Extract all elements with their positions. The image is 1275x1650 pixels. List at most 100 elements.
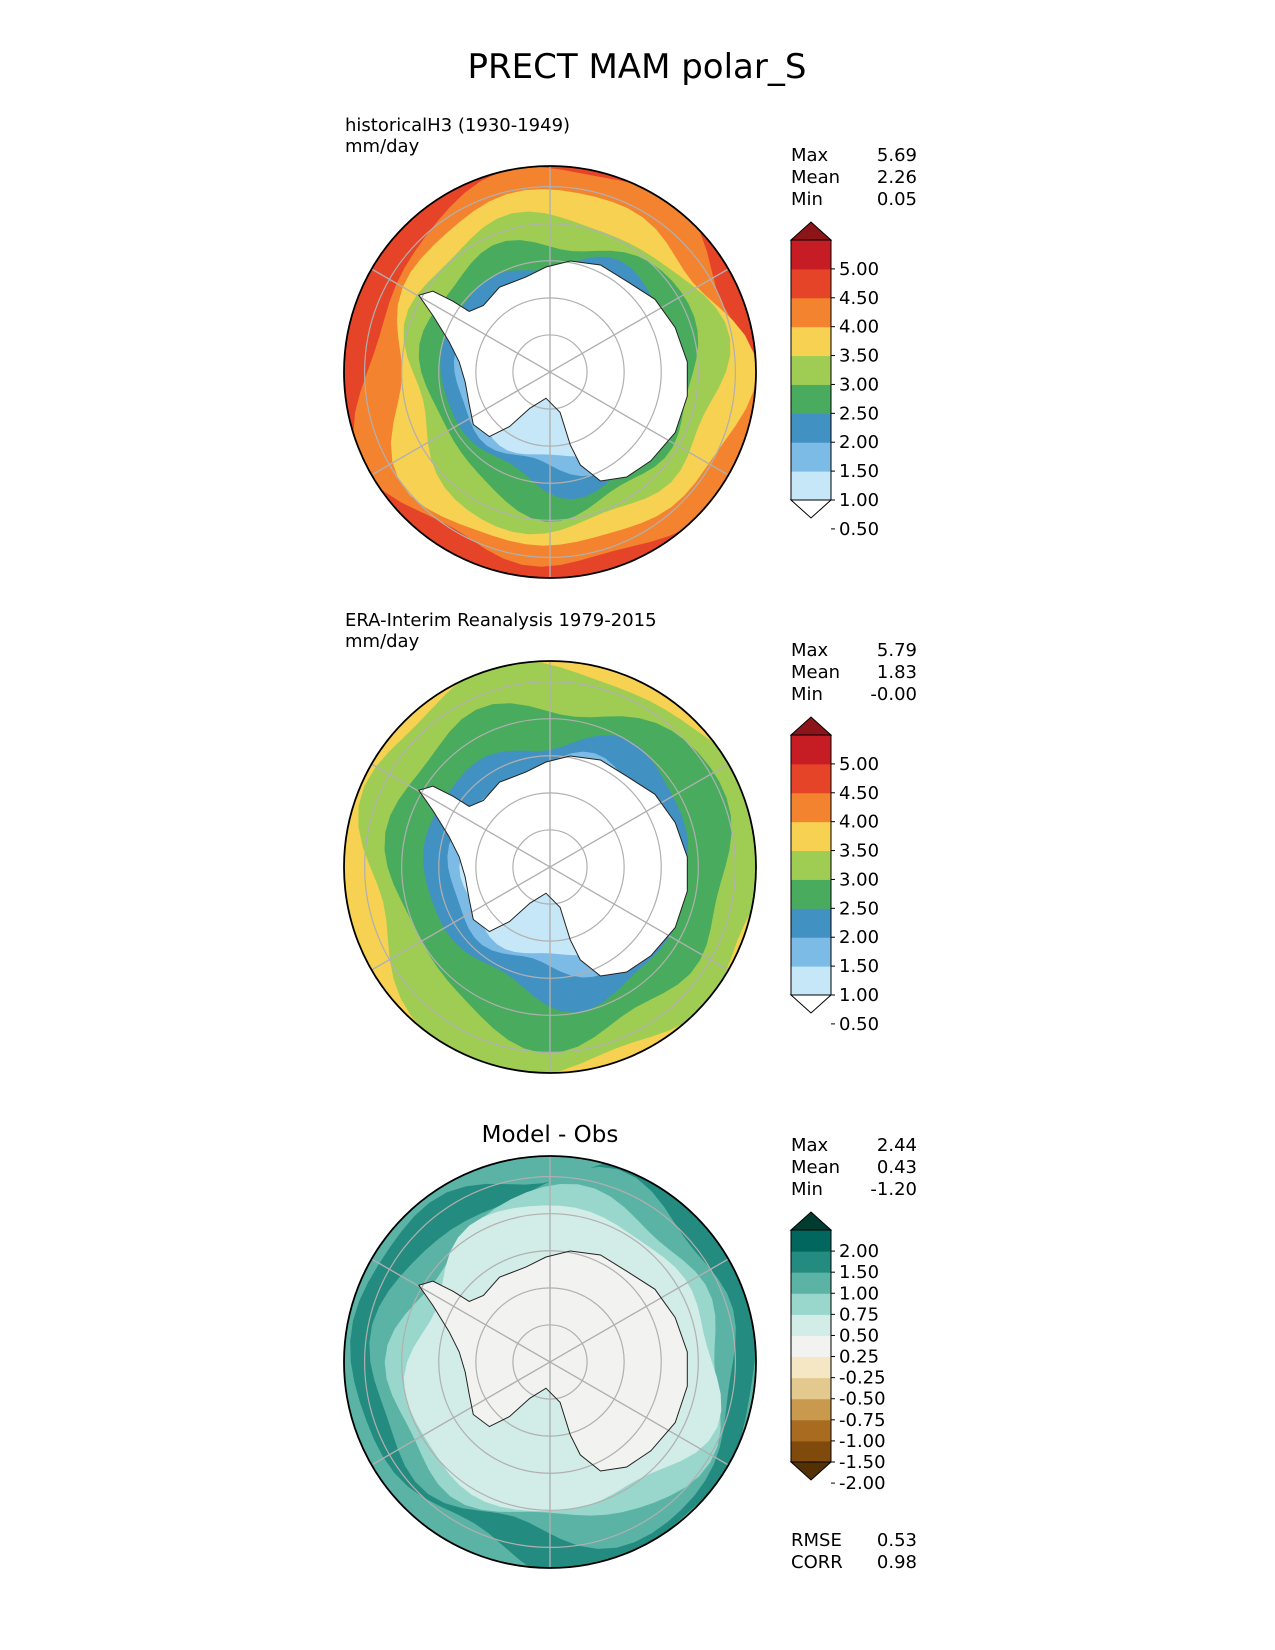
meridian-line bbox=[549, 1258, 729, 1363]
meridian-line bbox=[371, 1258, 551, 1363]
colorbar-bin bbox=[791, 966, 831, 996]
colorbar-tick-label: 1.00 bbox=[839, 985, 879, 1006]
meridian-line bbox=[371, 371, 551, 476]
panel-title-line2: mm/day bbox=[345, 136, 420, 157]
map-border bbox=[343, 165, 757, 579]
colorbar-tick-label: 1.00 bbox=[839, 490, 879, 511]
stat-value: 0.05 bbox=[877, 189, 917, 210]
metric-label: CORR bbox=[791, 1552, 843, 1573]
stat-label: Min bbox=[791, 189, 823, 210]
stat-label: Min bbox=[791, 1179, 823, 1200]
continent-fill bbox=[418, 756, 688, 976]
map-border bbox=[343, 1155, 757, 1569]
colorbar-tick-label: 4.00 bbox=[839, 317, 879, 338]
colorbar-bin bbox=[791, 384, 831, 414]
meridian-line bbox=[549, 763, 729, 868]
colorbar-tick-label: 2.50 bbox=[839, 898, 879, 919]
meridian-line bbox=[549, 268, 729, 373]
colorbar-extend-low bbox=[789, 994, 833, 1014]
colorbar-bin bbox=[791, 1293, 831, 1315]
panel-title-center: Model - Obs bbox=[482, 1122, 619, 1148]
stats-block: Max 5.79 Mean 1.83 Min -0.00 bbox=[791, 640, 917, 705]
meridian-line bbox=[549, 866, 729, 971]
colorbar-tick-label: -0.75 bbox=[839, 1410, 886, 1431]
colorbar: 2.001.501.000.750.500.25-0.25-0.50-0.75-… bbox=[789, 1211, 886, 1494]
colorbar-bin bbox=[791, 471, 831, 501]
panel-title-line2: mm/day bbox=[345, 631, 420, 652]
stat-label: Max bbox=[791, 640, 829, 661]
colorbar-extend-low bbox=[789, 499, 833, 519]
colorbar-bin bbox=[791, 1440, 831, 1463]
stat-label: Mean bbox=[791, 167, 840, 188]
colorbar-tick-label: 1.50 bbox=[839, 461, 879, 482]
colorbar-bin bbox=[791, 1251, 831, 1273]
colorbar-tick-label: 2.00 bbox=[839, 927, 879, 948]
coastline bbox=[417, 755, 688, 977]
colorbar-bin bbox=[791, 908, 831, 938]
metrics-block: RMSE 0.53 CORR 0.98 bbox=[791, 1530, 917, 1573]
colorbar-bin bbox=[791, 1335, 831, 1358]
stat-value: 2.44 bbox=[877, 1135, 917, 1156]
stat-value: 2.26 bbox=[877, 167, 917, 188]
map-field bbox=[344, 661, 756, 1073]
colorbar-bin bbox=[791, 297, 831, 328]
colorbar-frame bbox=[790, 734, 832, 996]
stat-label: Mean bbox=[791, 1157, 840, 1178]
stat-label: Max bbox=[791, 145, 829, 166]
colorbar-tick-label: 2.00 bbox=[839, 432, 879, 453]
colorbar-bin bbox=[791, 1377, 831, 1400]
colorbar-tick-label: 3.00 bbox=[839, 869, 879, 890]
colorbar-frame bbox=[790, 239, 832, 501]
colorbar-tick-label: 2.00 bbox=[839, 1241, 879, 1262]
panel-title-line1: historicalH3 (1930-1949) bbox=[345, 115, 570, 136]
panel-obs: ERA-Interim Reanalysis 1979-2015 mm/day … bbox=[343, 610, 917, 1074]
colorbar-tick-label: 1.50 bbox=[839, 1262, 879, 1283]
colorbar-tick-label: -2.00 bbox=[839, 1473, 886, 1494]
stat-label: Max bbox=[791, 1135, 829, 1156]
meridian-line bbox=[371, 866, 551, 971]
colorbar-bin bbox=[791, 1272, 831, 1294]
stats-block: Max 5.69 Mean 2.26 Min 0.05 bbox=[791, 145, 917, 210]
colorbar-tick-label: -1.50 bbox=[839, 1452, 886, 1473]
colorbar-tick-label: -0.50 bbox=[839, 1389, 886, 1410]
colorbar-bin bbox=[791, 792, 831, 823]
colorbar-frame bbox=[790, 1229, 832, 1463]
colorbar-bin bbox=[791, 268, 831, 299]
meridian-line bbox=[549, 1361, 729, 1466]
colorbar-tick-label: 0.50 bbox=[839, 1014, 879, 1035]
colorbar-tick-label: -1.00 bbox=[839, 1431, 886, 1452]
stat-value: -1.20 bbox=[870, 1179, 917, 1200]
meridian-line bbox=[371, 1361, 551, 1466]
stat-value: 1.83 bbox=[877, 662, 917, 683]
colorbar-bin bbox=[791, 442, 831, 472]
colorbar-bin bbox=[791, 413, 831, 443]
panel-model: historicalH3 (1930-1949) mm/day Max 5.69… bbox=[343, 115, 917, 579]
colorbar-bin bbox=[791, 355, 831, 385]
colorbar-extend-low bbox=[789, 1461, 833, 1481]
graticule bbox=[364, 166, 736, 578]
colorbar-bin bbox=[791, 1356, 831, 1379]
colorbar-tick-label: 0.25 bbox=[839, 1347, 879, 1368]
colorbar-tick-label: 3.00 bbox=[839, 374, 879, 395]
colorbar: 5.00 4.50 4.00 3.50 3.00 2.50 2.00 1.50 1.00 0.50 bbox=[789, 221, 879, 540]
colorbar-bin bbox=[791, 850, 831, 880]
colorbar-tick-label: 0.50 bbox=[839, 1325, 879, 1346]
colorbar-tick-label: 3.50 bbox=[839, 841, 879, 862]
colorbar-extend-high bbox=[789, 221, 833, 241]
colorbar-tick-label: 3.50 bbox=[839, 346, 879, 367]
meridian-line bbox=[371, 763, 551, 868]
meridian-line bbox=[371, 268, 551, 373]
stat-value: 5.69 bbox=[877, 145, 917, 166]
stat-label: Mean bbox=[791, 662, 840, 683]
colorbar-bin bbox=[791, 763, 831, 794]
metric-value: 0.98 bbox=[877, 1552, 917, 1573]
colorbar-bin bbox=[791, 1314, 831, 1336]
colorbar-tick-label: 4.50 bbox=[839, 783, 879, 804]
colorbar-bin bbox=[791, 937, 831, 967]
colorbar-bin bbox=[791, 735, 831, 765]
colorbar-tick-label: 2.50 bbox=[839, 403, 879, 424]
polar-map bbox=[343, 660, 757, 1074]
graticule bbox=[364, 1156, 736, 1568]
colorbar-tick-label: 0.75 bbox=[839, 1304, 879, 1325]
colorbar-tick-label: 1.00 bbox=[839, 1283, 879, 1304]
